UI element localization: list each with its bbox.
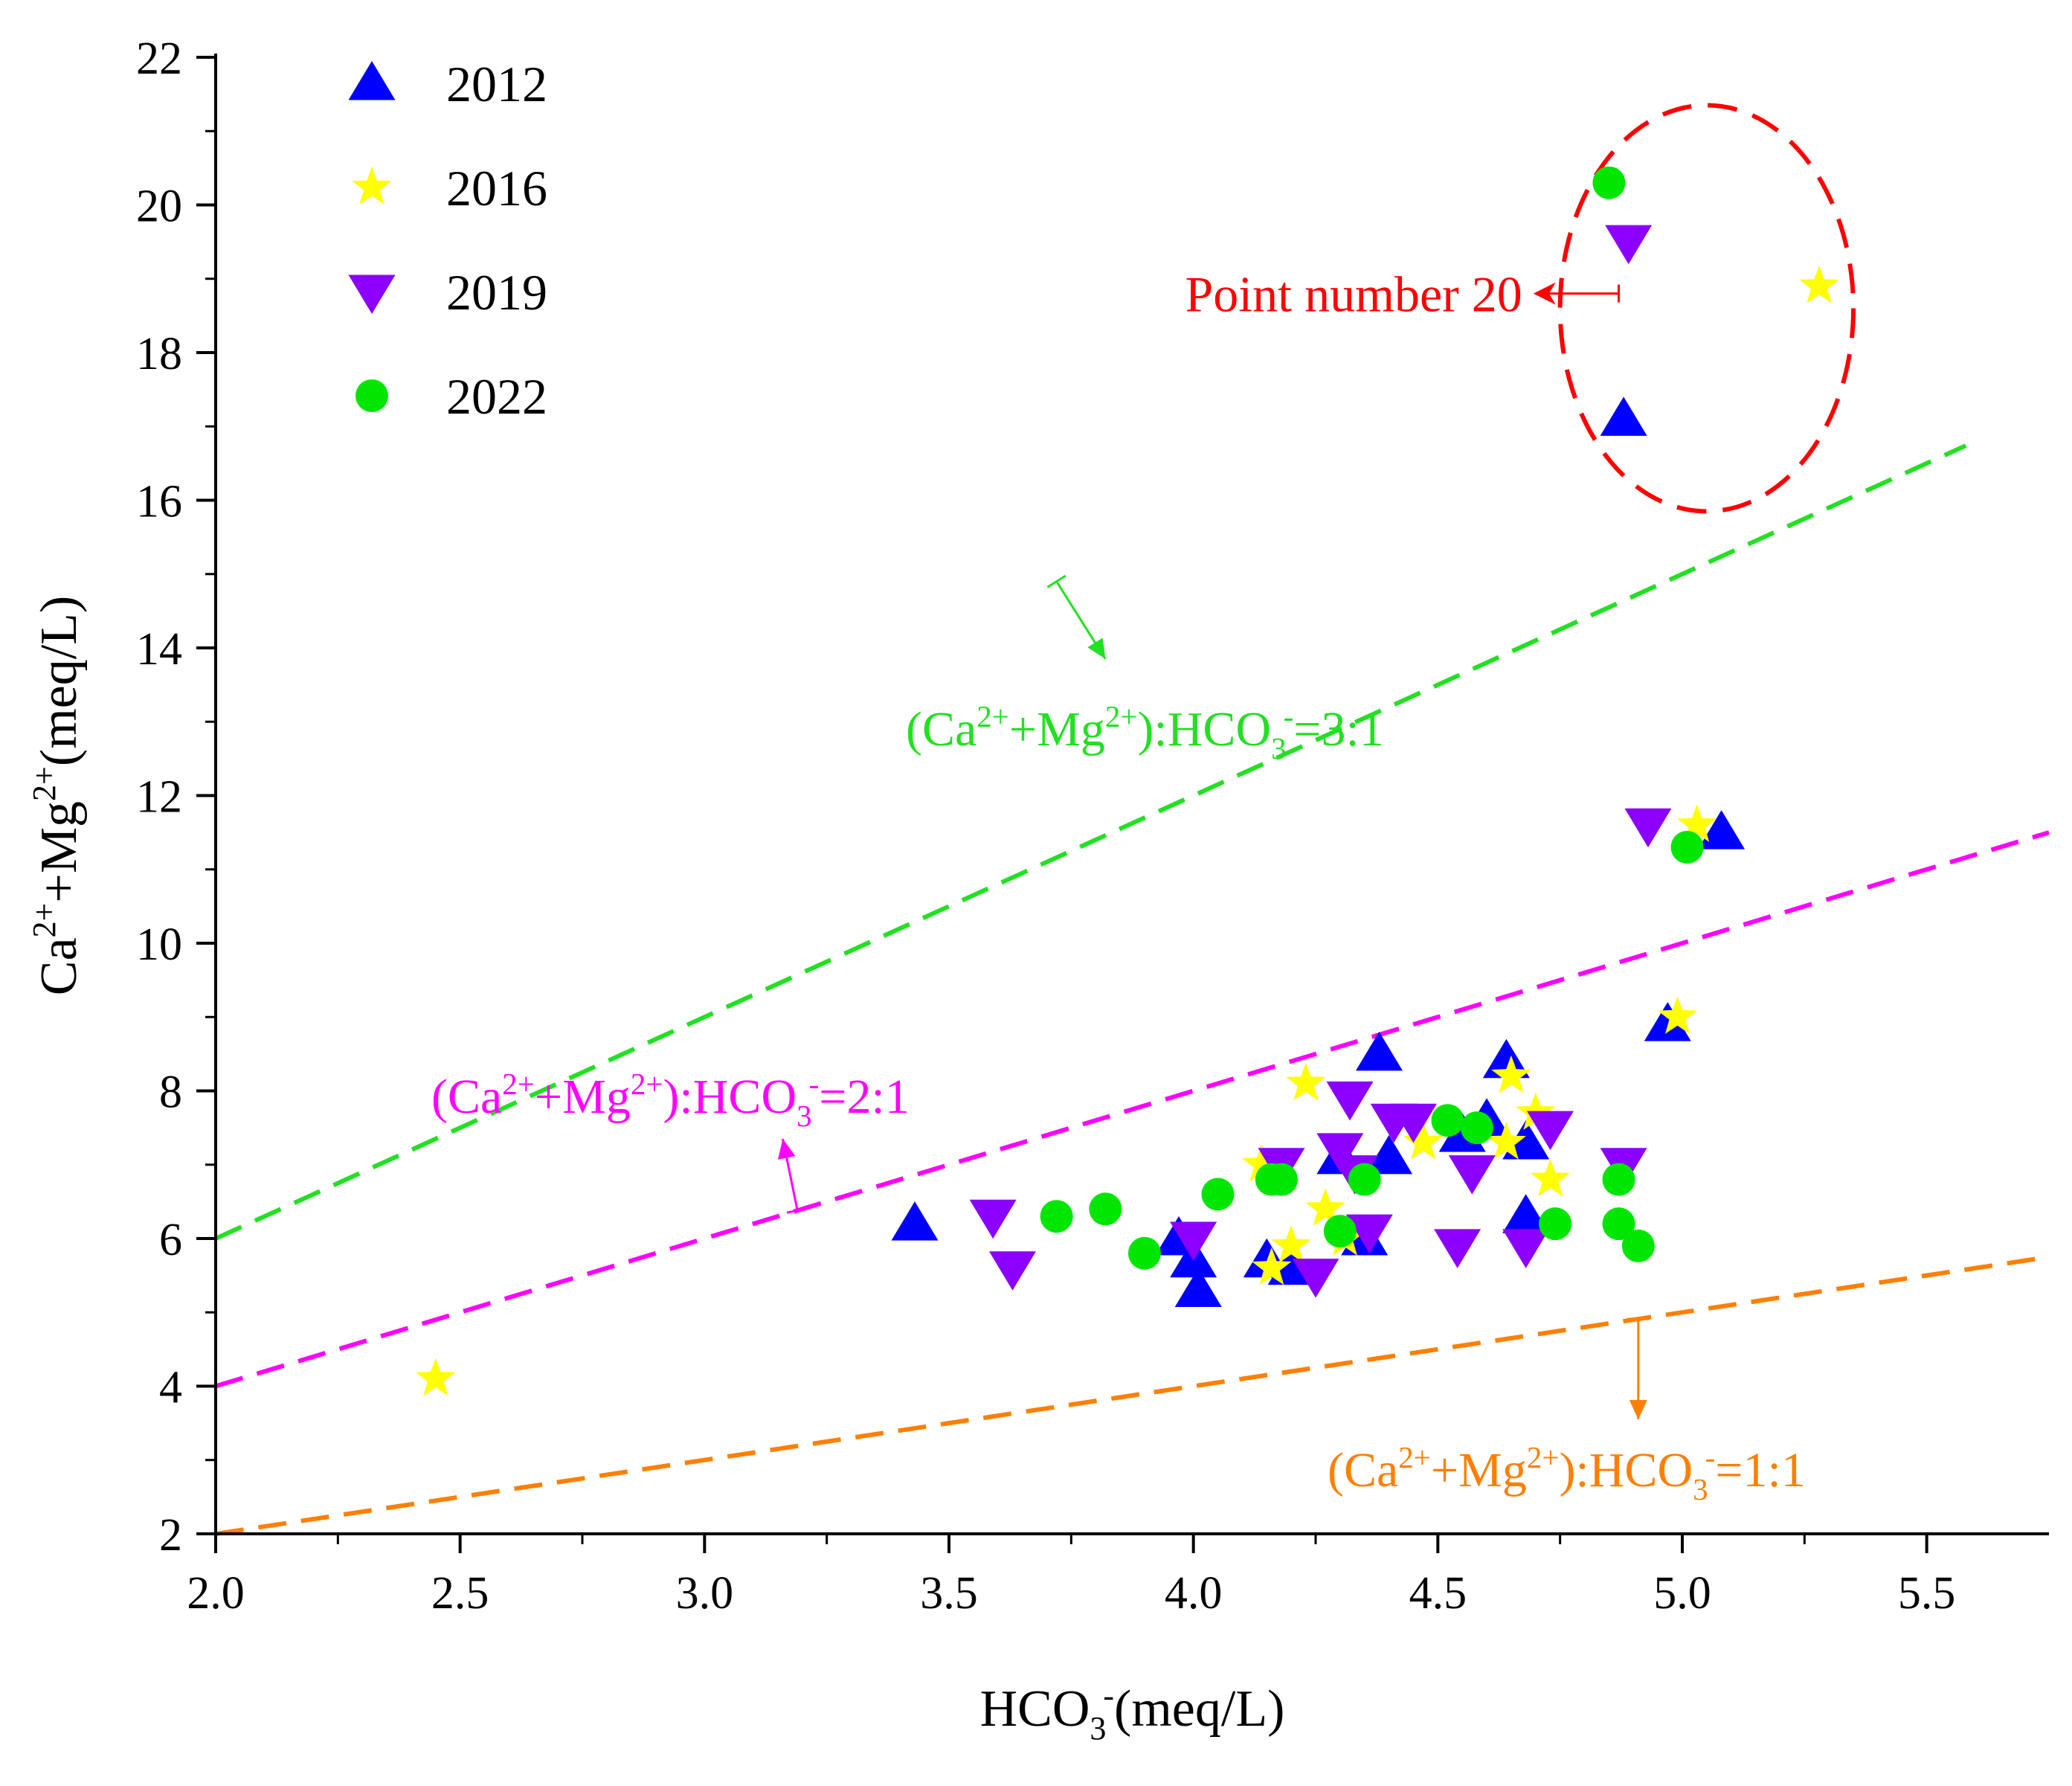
point-2016-8 <box>1486 1122 1526 1160</box>
y-tick-label: 6 <box>159 1215 182 1265</box>
point-2016-11 <box>1530 1158 1571 1197</box>
legend-marker-2012 <box>348 61 396 100</box>
point-2012-15 <box>1600 396 1647 436</box>
x-tick-label: 2.0 <box>187 1568 245 1619</box>
point-2022-11 <box>1592 166 1626 199</box>
point-2022-3 <box>1201 1178 1235 1211</box>
point-2012-8 <box>1355 1031 1403 1071</box>
y-tick-label: 2 <box>159 1510 182 1561</box>
point-2016-10 <box>1516 1092 1556 1130</box>
point-2012-3 <box>1174 1268 1222 1307</box>
reference-arrowhead-2 <box>1629 1400 1647 1420</box>
y-axis-title: Ca2++Mg2+(meq/L) <box>26 596 88 996</box>
x-tick-label: 5.5 <box>1898 1568 1956 1619</box>
point-2022-5 <box>1264 1163 1298 1196</box>
point-2019-13 <box>1502 1229 1550 1268</box>
point-2019-16 <box>1605 225 1653 265</box>
x-tick-label: 3.5 <box>920 1568 978 1619</box>
point-2019-17 <box>1624 808 1672 848</box>
legend-label-2016: 2016 <box>446 160 547 216</box>
point-2019-10 <box>1389 1103 1437 1143</box>
reference-label-2: (Ca2++Mg2+):HCO3-=1:1 <box>1328 1440 1806 1506</box>
reference-arrowhead-1 <box>777 1139 796 1160</box>
point-2022-15 <box>1670 830 1704 864</box>
y-tick-label: 10 <box>136 919 182 970</box>
legend-label-2022: 2022 <box>446 368 547 425</box>
x-tick-label: 4.0 <box>1165 1568 1223 1619</box>
reference-arrow-tick-0 <box>1046 574 1066 588</box>
point-2022-2 <box>1127 1236 1161 1270</box>
x-tick-label: 4.5 <box>1409 1568 1467 1619</box>
y-tick-label: 16 <box>136 477 182 527</box>
point-2012-12 <box>1482 1038 1530 1079</box>
legend-marker-2019 <box>348 274 396 314</box>
point-2019-12 <box>1448 1155 1496 1195</box>
point-2016-0 <box>416 1358 456 1396</box>
legend-label-2012: 2012 <box>446 56 547 112</box>
point-2022-7 <box>1348 1163 1381 1196</box>
point-2016-13 <box>1677 804 1717 842</box>
point-2012-9 <box>1365 1134 1413 1175</box>
point-2016-9 <box>1491 1055 1531 1093</box>
legend: 2012 2016 2019 2022 <box>348 56 547 425</box>
point-2016-14 <box>1799 265 1839 303</box>
y-tick-label: 20 <box>136 182 182 232</box>
point-2022-0 <box>1040 1200 1073 1233</box>
point-2012-14 <box>1502 1194 1550 1233</box>
x-tick-label: 5.0 <box>1653 1568 1711 1619</box>
y-tick-label: 4 <box>159 1363 182 1413</box>
point-2019-14 <box>1527 1111 1574 1151</box>
x-tick-label: 3.0 <box>676 1568 734 1619</box>
point-2022-12 <box>1602 1163 1635 1196</box>
legend-marker-2016 <box>352 167 392 205</box>
point-2022-13 <box>1602 1207 1635 1241</box>
reference-line-2-1-line <box>215 830 2050 1389</box>
reference-line-1-1-line <box>215 1254 2050 1536</box>
axes: 2.0 2.5 3.0 3.5 4.0 4.5 5.0 5.5 2 4 6 8 10 12 14 16 18 20… <box>26 33 2049 1747</box>
x-axis-title: HCO3-(meq/L) <box>980 1677 1285 1747</box>
point-2012-16 <box>1644 1002 1691 1041</box>
reference-arrowhead-0 <box>1087 637 1106 659</box>
point-2022-6 <box>1323 1215 1357 1248</box>
legend-marker-2022 <box>355 379 388 412</box>
point-2019-6 <box>1326 1081 1374 1121</box>
point-2016-5 <box>1305 1188 1345 1226</box>
point-2012-0 <box>891 1201 939 1241</box>
point-2022-14 <box>1621 1229 1655 1262</box>
point-2016-3 <box>1271 1224 1311 1263</box>
point-2016-4 <box>1286 1062 1326 1101</box>
point-2019-0 <box>969 1199 1017 1239</box>
point-2016-12 <box>1657 996 1698 1034</box>
highlight-ellipse <box>1557 103 1856 514</box>
reference-label-0: (Ca2++Mg2+):HCO3-=3:1 <box>906 699 1384 765</box>
point-2022-10 <box>1539 1207 1572 1241</box>
point-2019-5 <box>1316 1133 1364 1172</box>
point-2019-4 <box>1292 1259 1339 1298</box>
point-2019-8 <box>1345 1214 1393 1254</box>
x-tick-label: 2.5 <box>431 1568 489 1619</box>
point-2016-1 <box>1242 1143 1282 1182</box>
plot-area: (Ca2++Mg2+):HCO3-=3:1 (Ca2++Mg2+):HCO3-=2… <box>214 103 2050 1536</box>
legend-label-2019: 2019 <box>446 264 547 321</box>
reference-arrow-tick-1 <box>786 1207 808 1214</box>
y-tick-label: 22 <box>136 33 182 84</box>
y-tick-label: 18 <box>136 329 182 379</box>
point-2022-9 <box>1460 1111 1493 1145</box>
reference-label-1: (Ca2++Mg2+):HCO3-=2:1 <box>431 1067 910 1133</box>
point-2022-1 <box>1089 1192 1122 1226</box>
y-tick-label: 14 <box>136 624 182 675</box>
point-2019-11 <box>1434 1229 1481 1268</box>
point-2016-2 <box>1252 1247 1292 1285</box>
reference-line-3-1-line <box>214 443 1967 1241</box>
point-2016-7 <box>1403 1122 1444 1160</box>
point-2019-2 <box>1170 1221 1217 1261</box>
y-tick-label: 12 <box>136 772 182 823</box>
point-2012-17 <box>1698 810 1746 849</box>
point-2022-8 <box>1431 1104 1464 1137</box>
point-2019-1 <box>988 1251 1036 1291</box>
y-tick-label: 8 <box>159 1067 182 1118</box>
annotation-label: Point number 20 <box>1185 266 1522 323</box>
